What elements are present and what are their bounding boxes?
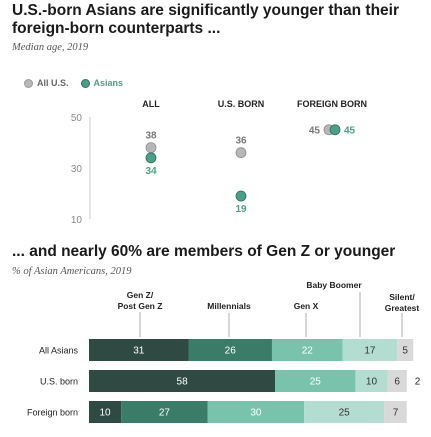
bar-value-label-0-4: 5 <box>402 346 408 357</box>
category-label-1: U.S. BORN <box>218 99 265 109</box>
chart-subtitle-2: % of Asian Americans, 2019 <box>12 266 132 277</box>
bar-value-label-1-3: 10 <box>366 377 378 388</box>
header-label-millennials-0: Millennials <box>207 301 251 311</box>
legend-item-asians: Asians <box>80 78 124 88</box>
bar-segment-0-4 <box>397 339 414 361</box>
value-label-all-us-1: 36 <box>235 136 247 147</box>
chart-subtitle-1: Median age, 2019 <box>12 42 89 53</box>
y-tick-label-2: 50 <box>71 113 83 124</box>
header-label-gen-z-1: Post Gen Z <box>118 301 163 311</box>
y-tick-label-0: 10 <box>71 215 83 226</box>
bar-segment-0-0 <box>89 339 189 361</box>
header-label-gen-x-0: Gen X <box>294 301 319 311</box>
bar-segment-0-2 <box>271 339 343 361</box>
dot-all-us-0 <box>145 142 157 153</box>
value-label-all-us-0: 38 <box>145 131 157 142</box>
dot-chart: 10 30 50 ALL U.S. BORN FOREIGN BORN 38 34 36 19 45… <box>71 99 367 226</box>
bar-segment-1-0 <box>89 370 276 392</box>
bar-segment-2-3 <box>304 401 385 423</box>
dot-asians-0 <box>145 152 157 164</box>
bar-segment-1-3 <box>355 370 388 392</box>
legend-item-all-us: All U.S. <box>24 78 69 88</box>
header-label-gen-z-0: Gen Z/ <box>127 290 154 300</box>
bar-value-label-0-2: 22 <box>302 346 314 357</box>
bar-value-label-2-4: 7 <box>393 408 399 419</box>
legend-swatch-asians <box>80 78 90 88</box>
bar-value-label-2-2: 30 <box>250 408 262 419</box>
bar-segment-2-2 <box>207 401 305 423</box>
category-label-2: FOREIGN BORN <box>297 99 367 109</box>
bar-segment-2-0 <box>89 401 122 423</box>
bar-value-label-2-0: 10 <box>99 408 111 419</box>
bar-segment-2-1 <box>121 401 208 423</box>
y-tick-label-1: 30 <box>71 164 83 175</box>
bar-segment-0-1 <box>188 339 272 361</box>
bar-segment-1-4 <box>387 370 407 392</box>
value-label-asians-2: 45 <box>344 125 356 136</box>
value-label-asians-1: 19 <box>235 204 247 215</box>
legend-label-asians: Asians <box>93 78 124 88</box>
row-label-1: U.S. born <box>40 377 78 387</box>
bar-value-label-0-1: 26 <box>225 346 237 357</box>
bar-value-label-1-2: 25 <box>310 377 322 388</box>
value-label-asians-0: 34 <box>145 166 157 177</box>
dot-asians-2 <box>329 124 341 136</box>
bar-value-label-2-3: 25 <box>339 408 351 419</box>
header-label-silent-0: Silent/ <box>389 292 415 302</box>
header-label-silent-1: Greatest <box>385 303 420 313</box>
value-label-all-us-2: 45 <box>309 125 321 136</box>
bar-value-label-2-1: 27 <box>159 408 171 419</box>
row-label-0: All Asians <box>39 346 79 356</box>
chart-title-1: U.S.-born Asians are significantly young… <box>12 2 399 37</box>
outside-value-label-1: 2 <box>415 377 421 388</box>
dot-all-us-1 <box>235 147 247 159</box>
row-label-2: Foreign born <box>27 408 78 418</box>
bar-value-label-1-4: 6 <box>394 377 400 388</box>
legend: All U.S. Asians <box>24 78 135 88</box>
stacked-bar-chart: Gen Z/Post Gen Z Millennials Gen X Baby Boo… <box>27 282 421 423</box>
bar-segment-0-3 <box>342 339 398 361</box>
header-label-boomer-0: Baby Boomer <box>306 282 362 290</box>
bar-value-label-0-3: 17 <box>364 346 376 357</box>
bar-segment-1-2 <box>275 370 356 392</box>
bar-segment-2-4 <box>384 401 407 423</box>
bar-value-label-0-0: 31 <box>133 346 145 357</box>
bar-value-label-1-0: 58 <box>177 377 189 388</box>
dot-asians-1 <box>235 190 247 202</box>
legend-swatch-all-us <box>24 78 33 88</box>
legend-label-all-us: All U.S. <box>37 78 69 88</box>
category-label-0: ALL <box>142 99 160 109</box>
chart-title-2: ... and nearly 60% are members of Gen Z … <box>12 243 396 260</box>
